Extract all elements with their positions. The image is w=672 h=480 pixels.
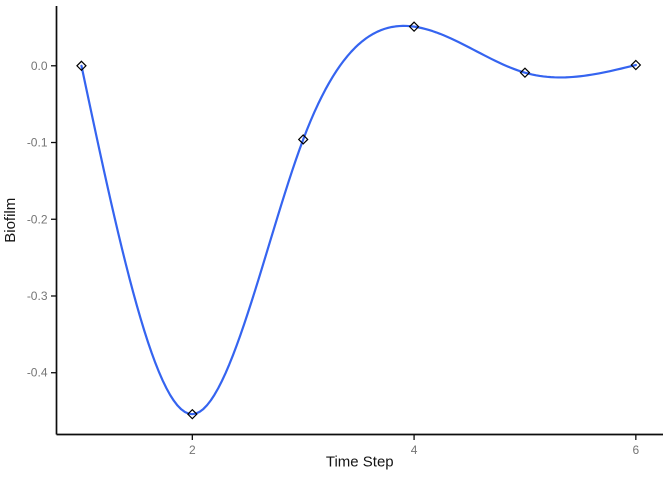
data-point-marker xyxy=(408,21,420,32)
series-line xyxy=(80,24,637,416)
x-tick-label: 2 xyxy=(189,443,196,457)
y-tick-label: -0.4 xyxy=(27,366,48,380)
x-axis-title: Time Step xyxy=(326,454,394,471)
data-point-marker xyxy=(519,67,531,79)
markers-layer xyxy=(76,21,642,420)
x-tick-label: 6 xyxy=(632,443,639,457)
series-layer xyxy=(80,24,637,416)
x-tick-label: 4 xyxy=(411,443,418,457)
data-point-marker xyxy=(76,60,87,72)
y-axis-title: Biofilm xyxy=(2,198,19,243)
axes-layer: 0.0 -0.1 -0.2 -0.3 -0.4 2 4 6 xyxy=(27,6,663,457)
data-point-marker xyxy=(630,59,642,71)
y-tick-label: -0.1 xyxy=(27,136,48,150)
y-tick-label: -0.2 xyxy=(27,212,48,226)
y-tick-label: 0.0 xyxy=(31,59,48,73)
data-point-marker xyxy=(297,134,309,145)
y-tick-label: -0.3 xyxy=(27,289,48,303)
data-point-marker xyxy=(186,408,198,420)
